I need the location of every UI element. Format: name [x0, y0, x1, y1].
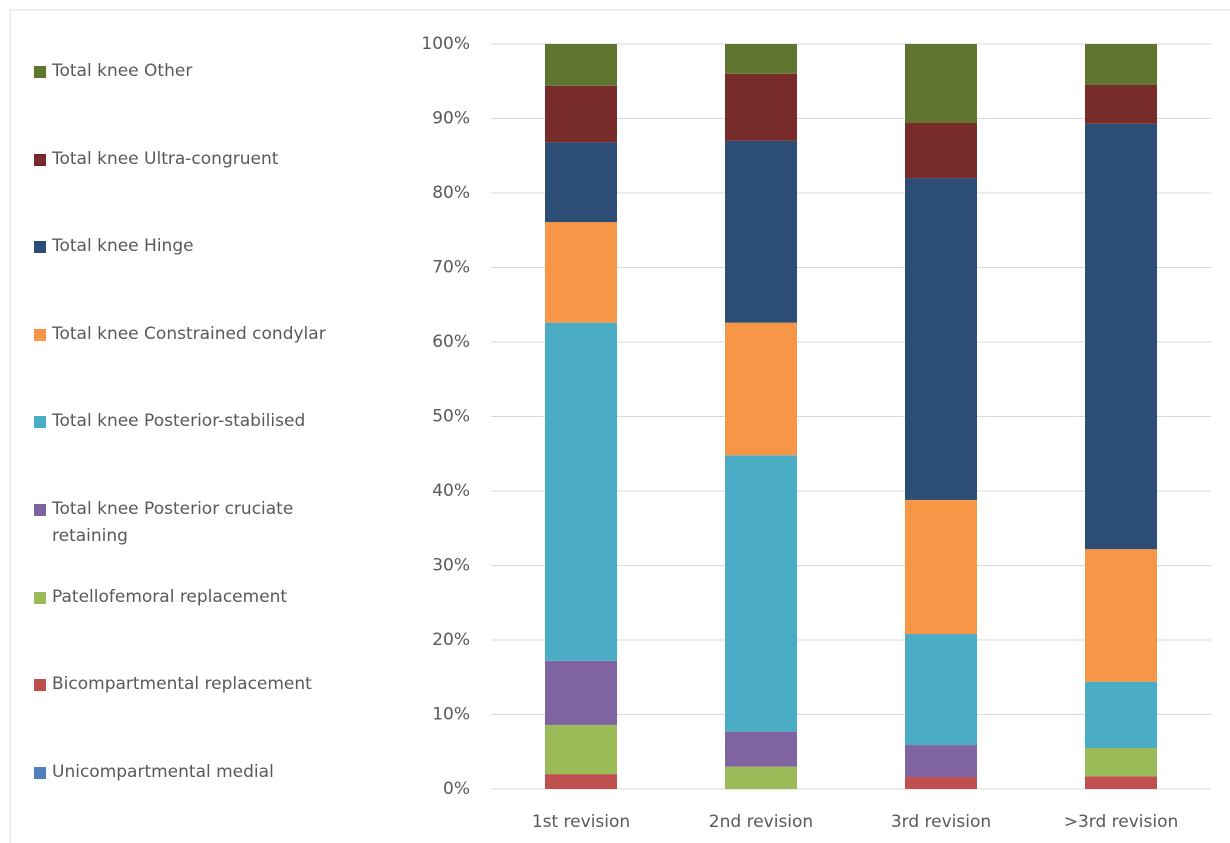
- legend-item: Patellofemoral replacement: [34, 584, 364, 611]
- legend-swatch: [34, 66, 46, 78]
- y-tick-label: 30%: [432, 556, 470, 576]
- legend-swatch: [34, 591, 46, 604]
- bar-segment: [905, 745, 977, 778]
- legend-item: Bicompartmental replacement: [34, 671, 364, 698]
- bar-segment: [725, 455, 797, 732]
- bar-segment: [545, 222, 617, 323]
- chart-border: [9, 9, 1230, 843]
- legend-label: Unicompartmental medial: [52, 761, 274, 782]
- y-tick-label: 90%: [432, 109, 470, 129]
- bar-segment: [725, 44, 797, 74]
- bar-segment: [905, 634, 977, 746]
- bar-segment: [725, 322, 797, 456]
- legend-label: Total knee Posterior cruciate retaining: [52, 499, 294, 546]
- bar-segment: [905, 178, 977, 500]
- legend-swatch: [34, 766, 46, 779]
- x-tick-label: 2nd revision: [709, 812, 813, 832]
- legend-item: Total knee Other: [34, 58, 364, 85]
- legend-item: Total knee Posterior cruciate retaining: [34, 496, 364, 550]
- y-tick-label: 0%: [443, 779, 470, 799]
- legend-label: Total knee Hinge: [52, 236, 194, 257]
- y-tick-label: 10%: [432, 705, 470, 725]
- bar-segment: [1085, 44, 1157, 85]
- bar-segment: [1085, 549, 1157, 682]
- x-tick-label: 1st revision: [532, 812, 630, 832]
- y-tick-label: 60%: [432, 332, 470, 352]
- y-tick-label: 50%: [432, 407, 470, 427]
- bar-segment: [725, 140, 797, 323]
- bar-segment: [905, 499, 977, 635]
- legend-label: Total knee Posterior-stabilised: [52, 411, 306, 432]
- bar-segment: [545, 322, 617, 661]
- y-tick-label: 80%: [432, 183, 470, 203]
- x-tick-label: >3rd revision: [1064, 812, 1179, 832]
- y-tick-label: 20%: [432, 630, 470, 650]
- bar-segment: [1085, 748, 1157, 777]
- y-tick-label: 40%: [432, 481, 470, 501]
- legend-item: Unicompartmental medial: [34, 759, 364, 786]
- bar-segment: [545, 85, 617, 143]
- legend-label: Total knee Other: [52, 61, 193, 81]
- legend-item: Total knee Posterior-stabilised: [34, 408, 364, 435]
- bar-segment: [905, 122, 977, 179]
- legend-item: Total knee Hinge: [34, 233, 364, 260]
- bar-segment: [545, 44, 617, 86]
- bar-segment: [905, 777, 977, 789]
- legend-swatch: [34, 504, 46, 516]
- y-tick-label: 70%: [432, 258, 470, 278]
- legend-swatch: [34, 153, 46, 166]
- legend-item: Total knee Ultra-congruent: [34, 146, 364, 173]
- legend-swatch: [34, 328, 46, 341]
- legend-item: Total knee Constrained condylar: [34, 321, 364, 348]
- legend-label: Patellofemoral replacement: [52, 586, 288, 607]
- bar-segment: [545, 774, 617, 789]
- legend-label: Bicompartmental replacement: [52, 674, 312, 695]
- bar-segment: [725, 766, 797, 789]
- bar-segment: [545, 142, 617, 223]
- bar-segment: [725, 731, 797, 767]
- legend-swatch: [34, 241, 46, 254]
- bar-segment: [545, 660, 617, 725]
- legend-swatch: [34, 416, 46, 429]
- x-tick-label: 3rd revision: [891, 812, 991, 832]
- bar-segment: [1085, 776, 1157, 789]
- bar-segment: [1085, 123, 1157, 550]
- legend-label: Total knee Ultra-congruent: [52, 148, 279, 169]
- bar-segment: [725, 73, 797, 141]
- legend-swatch: [34, 679, 46, 692]
- y-tick-label: 100%: [421, 34, 470, 54]
- bar-segment: [1085, 681, 1157, 749]
- bar-segment: [905, 44, 977, 123]
- legend-label: Total knee Constrained condylar: [52, 323, 326, 344]
- bar-segment: [1085, 84, 1157, 124]
- bar-segment: [545, 724, 617, 775]
